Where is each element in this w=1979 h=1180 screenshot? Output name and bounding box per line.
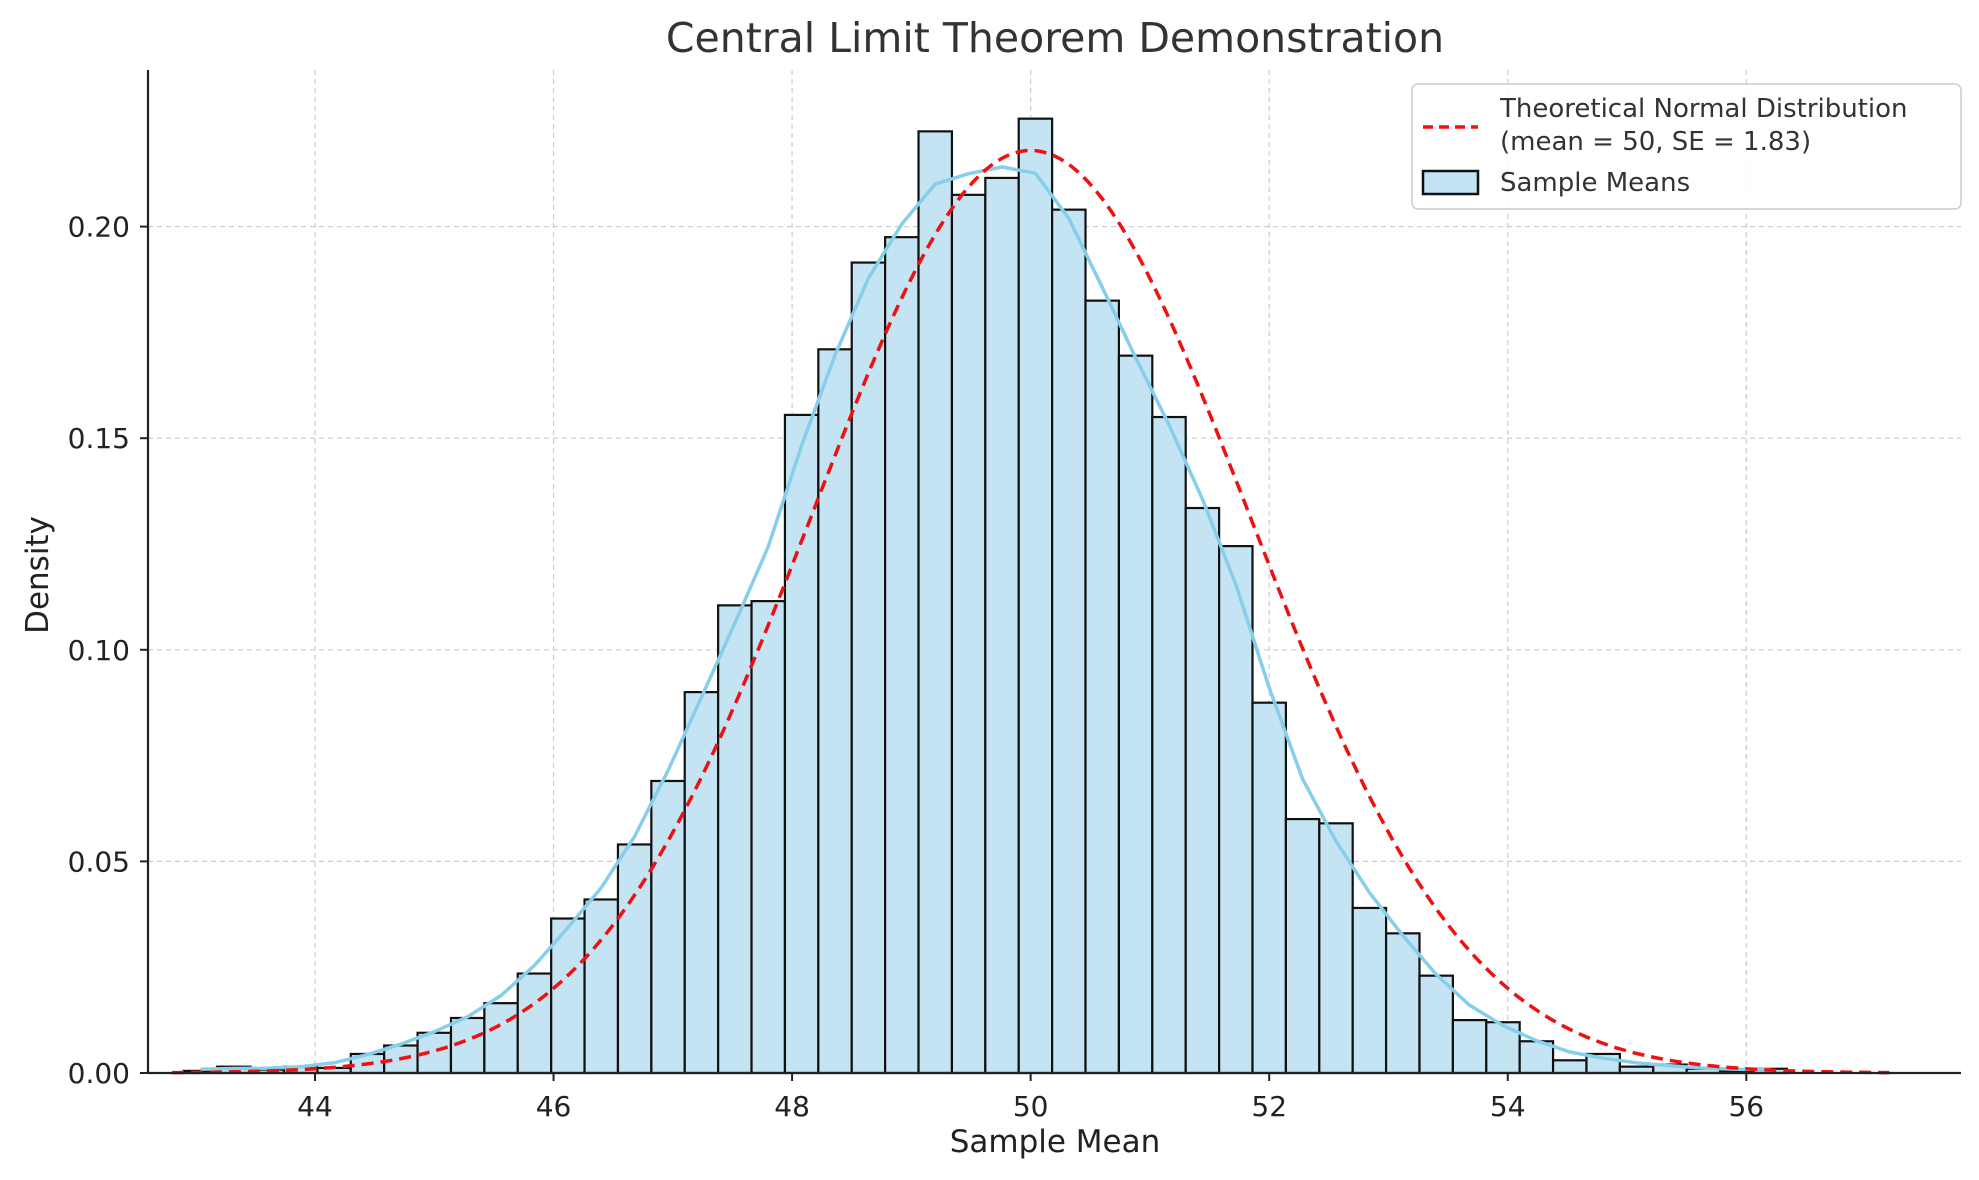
histogram-bar bbox=[850, 261, 887, 1075]
axes bbox=[140, 70, 1961, 1081]
histogram-bar bbox=[1184, 506, 1221, 1075]
histogram-bar bbox=[1384, 932, 1421, 1075]
legend-histogram-label: Sample Means bbox=[1500, 168, 1690, 198]
y-axis-label: Density bbox=[20, 516, 56, 634]
histogram-bar bbox=[750, 600, 787, 1075]
y-tick-label: 0.05 bbox=[68, 845, 130, 878]
histogram-bar bbox=[1017, 117, 1054, 1075]
histogram-bar bbox=[1418, 974, 1454, 1075]
y-tick-label: 0.15 bbox=[68, 422, 130, 455]
histogram-bar bbox=[550, 917, 586, 1075]
curve-lines bbox=[171, 148, 1890, 1075]
x-axis-label: Sample Mean bbox=[950, 1124, 1161, 1160]
histogram-bar bbox=[950, 193, 987, 1075]
legend-normal-label: Theoretical Normal Distribution (mean = … bbox=[1499, 94, 1916, 157]
y-tick-label: 0.20 bbox=[68, 211, 130, 244]
histogram-bar bbox=[1551, 1059, 1588, 1075]
tick-labels: 44 46 48 50 52 54 56 0.00 0.05 0.10 0.15 0.20 bbox=[68, 211, 1764, 1123]
x-tick-label: 54 bbox=[1490, 1090, 1526, 1123]
histogram-bar bbox=[917, 130, 954, 1075]
legend-histogram-swatch bbox=[1421, 169, 1480, 196]
legend-normal-label-line2: (mean = 50, SE = 1.83) bbox=[1500, 127, 1811, 157]
x-tick-label: 50 bbox=[1013, 1090, 1049, 1123]
histogram-bars bbox=[182, 117, 1788, 1075]
x-tick-label: 52 bbox=[1251, 1090, 1287, 1123]
histogram-bar bbox=[483, 1002, 519, 1075]
histogram-bar bbox=[616, 843, 653, 1075]
chart-title: Central Limit Theorem Demonstration bbox=[666, 14, 1444, 62]
y-tick-label: 0.10 bbox=[68, 634, 130, 667]
histogram-bar bbox=[650, 779, 686, 1075]
histogram-bar bbox=[884, 236, 920, 1075]
histogram-bar bbox=[1051, 208, 1087, 1075]
legend: Theoretical Normal Distribution (mean = … bbox=[1411, 83, 1962, 210]
histogram-bar bbox=[984, 176, 1020, 1075]
histogram-bar bbox=[817, 348, 853, 1075]
histogram-bar bbox=[1284, 817, 1321, 1075]
normal-curve-line bbox=[171, 148, 1890, 1075]
histogram-bar bbox=[1451, 1018, 1488, 1075]
histogram-bar bbox=[1351, 906, 1388, 1075]
x-tick-label: 46 bbox=[536, 1090, 572, 1123]
histogram-bar bbox=[1084, 299, 1121, 1075]
x-tick-label: 56 bbox=[1728, 1090, 1764, 1123]
x-tick-label: 44 bbox=[297, 1090, 333, 1123]
histogram-bar bbox=[516, 972, 553, 1075]
legend-normal-label-line1: Theoretical Normal Distribution bbox=[1499, 94, 1908, 124]
histogram-bar bbox=[1151, 415, 1187, 1075]
histogram-bar bbox=[783, 413, 820, 1075]
histogram-bar bbox=[1117, 354, 1154, 1075]
x-tick-label: 48 bbox=[774, 1090, 810, 1123]
legend-box bbox=[1411, 83, 1962, 210]
histogram-bar bbox=[1251, 701, 1287, 1075]
y-tick-label: 0.00 bbox=[68, 1057, 130, 1090]
